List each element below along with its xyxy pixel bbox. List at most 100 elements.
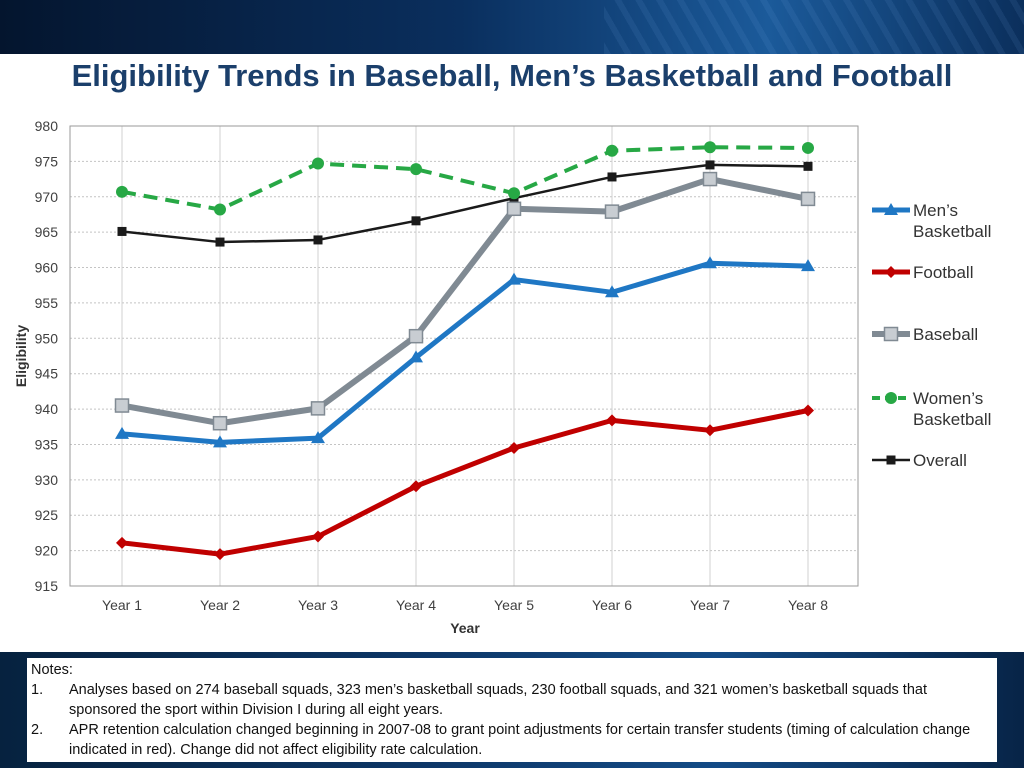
notes-box: Notes: 1. Analyses based on 274 baseball… bbox=[27, 658, 997, 762]
legend-marker bbox=[885, 392, 897, 404]
data-point-women-s-basketball bbox=[704, 141, 716, 154]
y-tick-label: 915 bbox=[35, 578, 59, 594]
series-baseball bbox=[114, 171, 816, 431]
notes-heading: Notes: bbox=[31, 662, 73, 678]
data-point-football bbox=[410, 480, 422, 493]
legend-entry-men-s-basketball: Men’s Basketball bbox=[872, 201, 991, 241]
x-axis-title: Year bbox=[450, 620, 480, 636]
legend-marker bbox=[883, 326, 899, 342]
series-men-s-basketball bbox=[115, 256, 815, 448]
legend-entry-women-s-basketball: Women’s Basketball bbox=[872, 389, 991, 429]
data-point-overall bbox=[215, 237, 225, 247]
legend: Men’s Basketball Football Baseball Women’s Ba… bbox=[872, 201, 991, 470]
data-point-football bbox=[704, 424, 716, 437]
legend-marker bbox=[884, 203, 898, 215]
y-tick-label: 945 bbox=[35, 366, 59, 382]
data-point-men-s-basketball bbox=[115, 426, 129, 439]
data-point-overall bbox=[803, 161, 813, 171]
legend-entry-baseball: Baseball bbox=[872, 325, 978, 344]
note-item-2: 2. APR retention calculation changed beg… bbox=[31, 720, 989, 760]
y-tick-label: 960 bbox=[35, 260, 59, 276]
data-point-baseball bbox=[604, 204, 620, 219]
series-line-men-s-basketball bbox=[121, 260, 809, 445]
eligibility-line-chart: 915 920 925 930 935 940 945 950 955 960 965 970 975 9… bbox=[13, 118, 991, 636]
note-text: APR retention calculation changed beginn… bbox=[69, 722, 971, 758]
slide-title: Eligibility Trends in Baseball, Men’s Ba… bbox=[71, 58, 953, 93]
grid-lines bbox=[70, 125, 858, 587]
y-tick-label: 980 bbox=[35, 118, 59, 134]
data-point-women-s-basketball bbox=[116, 185, 128, 198]
y-tick-label: 935 bbox=[35, 436, 59, 452]
x-tick-label: Year 7 bbox=[690, 597, 730, 613]
y-tick-label: 940 bbox=[35, 401, 59, 417]
legend-entry-football: Football bbox=[872, 263, 973, 282]
y-tick-label: 950 bbox=[35, 330, 59, 346]
legend-label: Women’s bbox=[913, 389, 983, 408]
data-point-baseball bbox=[310, 401, 326, 416]
data-point-football bbox=[508, 442, 520, 454]
legend-label: Baseball bbox=[913, 325, 978, 344]
data-point-football bbox=[802, 404, 814, 417]
data-point-baseball bbox=[114, 398, 130, 413]
data-point-football bbox=[116, 536, 128, 549]
data-point-overall bbox=[607, 172, 617, 182]
legend-label: Overall bbox=[913, 451, 967, 470]
data-point-men-s-basketball bbox=[703, 256, 717, 269]
data-point-baseball bbox=[212, 415, 228, 431]
data-point-baseball bbox=[800, 191, 816, 207]
x-tick-label: Year 2 bbox=[200, 597, 240, 613]
data-point-men-s-basketball bbox=[311, 431, 325, 444]
y-tick-label: 975 bbox=[35, 153, 59, 169]
note-item-1: 1. Analyses based on 274 baseball squads… bbox=[31, 680, 989, 720]
series-line-overall bbox=[121, 163, 809, 244]
y-tick-label: 965 bbox=[35, 224, 59, 240]
data-point-baseball bbox=[408, 328, 424, 344]
note-text: Analyses based on 274 baseball squads, 3… bbox=[69, 682, 927, 718]
series-line-baseball bbox=[121, 176, 809, 427]
data-point-women-s-basketball bbox=[410, 163, 422, 176]
data-point-men-s-basketball bbox=[801, 259, 815, 272]
data-point-men-s-basketball bbox=[605, 285, 619, 298]
x-tick-label: Year 5 bbox=[494, 597, 534, 613]
series-line-football bbox=[121, 408, 809, 557]
series-football bbox=[116, 404, 814, 561]
legend-label: Football bbox=[913, 263, 973, 282]
y-tick-label: 920 bbox=[35, 543, 59, 559]
y-tick-label: 955 bbox=[35, 295, 59, 311]
data-point-women-s-basketball bbox=[508, 187, 520, 200]
data-point-men-s-basketball bbox=[507, 272, 521, 285]
data-point-men-s-basketball bbox=[409, 350, 423, 363]
x-tick-label: Year 6 bbox=[592, 597, 632, 613]
data-point-football bbox=[214, 548, 226, 561]
plot-border bbox=[69, 125, 859, 587]
data-point-women-s-basketball bbox=[214, 203, 226, 216]
data-point-overall bbox=[411, 216, 421, 226]
legend-marker bbox=[885, 266, 897, 278]
x-tick-label: Year 8 bbox=[788, 597, 828, 613]
x-tick-label: Year 3 bbox=[298, 597, 338, 613]
series-lines bbox=[114, 141, 816, 561]
x-tick-label: Year 1 bbox=[102, 597, 142, 613]
data-point-women-s-basketball bbox=[802, 141, 814, 154]
y-tick-label: 930 bbox=[35, 472, 59, 488]
y-tick-label: 970 bbox=[35, 189, 59, 205]
series-line-women-s-basketball bbox=[121, 145, 809, 212]
data-point-women-s-basketball bbox=[606, 144, 618, 157]
legend-entry-overall: Overall bbox=[872, 451, 967, 470]
header-band bbox=[0, 0, 1024, 54]
data-point-overall bbox=[313, 235, 323, 245]
legend-label: Basketball bbox=[913, 222, 991, 241]
data-point-baseball bbox=[702, 171, 718, 187]
x-tick-label: Year 4 bbox=[396, 597, 436, 613]
data-point-overall bbox=[117, 226, 127, 236]
data-point-football bbox=[606, 414, 618, 427]
legend-label: Men’s bbox=[913, 201, 958, 220]
data-point-men-s-basketball bbox=[213, 435, 227, 448]
axes: 915 920 925 930 935 940 945 950 955 960 965 970 975 9… bbox=[13, 118, 859, 636]
data-point-football bbox=[312, 530, 324, 543]
y-axis-title: Eligibility bbox=[13, 325, 29, 387]
header-texture bbox=[604, 0, 1024, 54]
data-point-overall bbox=[705, 160, 715, 170]
series-women-s-basketball bbox=[116, 141, 814, 216]
data-point-baseball bbox=[506, 201, 522, 217]
